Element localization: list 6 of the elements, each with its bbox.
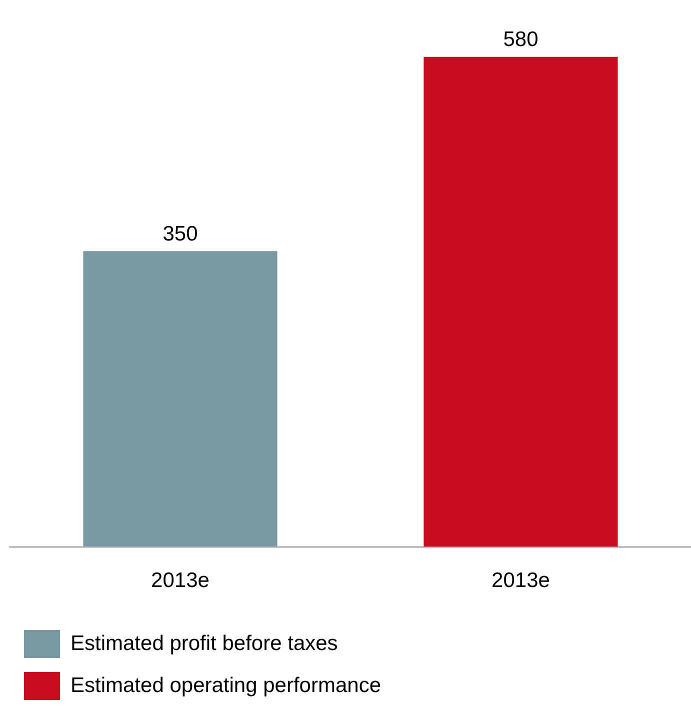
legend-label: Estimated profit before taxes bbox=[70, 632, 338, 655]
data-label: 580 bbox=[503, 28, 538, 52]
x-tick-label: 2013e bbox=[151, 569, 210, 592]
data-label: 350 bbox=[162, 222, 198, 246]
legend-label: Estimated operating performance bbox=[70, 674, 381, 697]
x-tick-label: 2013e bbox=[492, 569, 550, 592]
